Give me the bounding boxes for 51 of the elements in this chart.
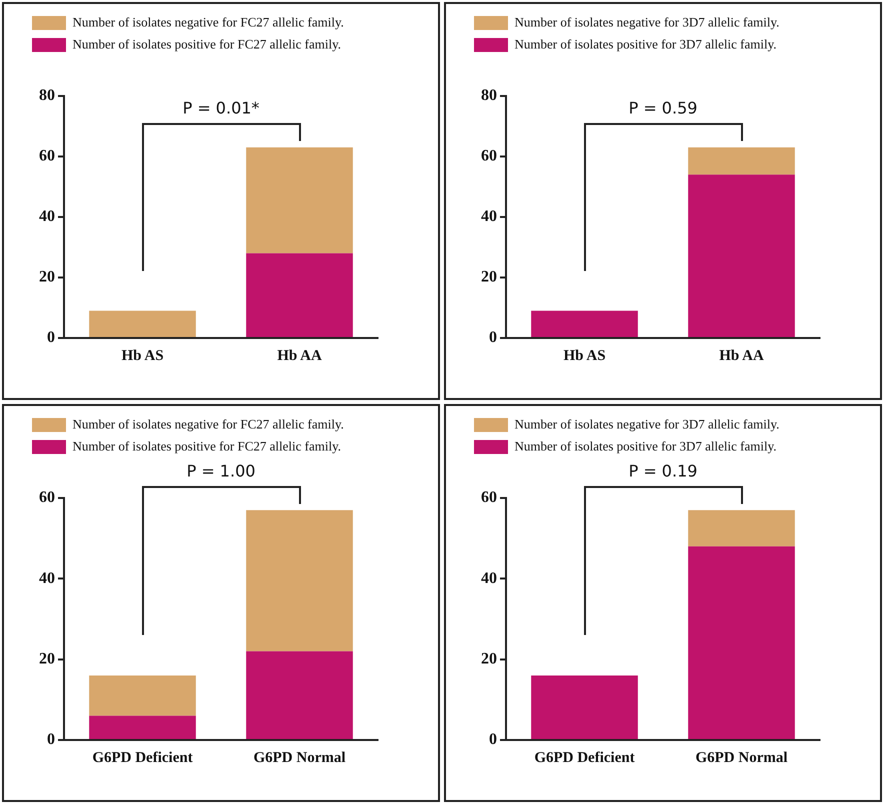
bar xyxy=(89,675,196,716)
y-tick-label: 20 xyxy=(481,268,497,286)
legend-label: Number of isolates negative for FC27 allelic family. xyxy=(72,14,344,30)
x-tick-label: G6PD Normal xyxy=(253,750,346,766)
legend-label: Number of isolates positive for FC27 allelic family. xyxy=(72,36,341,52)
y-tick-label: 20 xyxy=(481,650,497,668)
legend-label: Number of isolates negative for FC27 allelic family. xyxy=(72,416,344,432)
x-tick-label: G6PD Deficient xyxy=(534,750,635,766)
y-tick-label: 60 xyxy=(39,489,55,506)
bar xyxy=(688,510,795,546)
text: P = 1.00 xyxy=(186,461,256,480)
y-tick-label: 40 xyxy=(39,208,55,226)
bar xyxy=(246,510,353,652)
legend-label: Number of isolates positive for FC27 allelic family. xyxy=(72,438,341,454)
bar xyxy=(531,675,638,739)
y-tick-label: 40 xyxy=(39,570,55,587)
bar xyxy=(89,310,196,337)
y-tick-label: 40 xyxy=(481,570,497,587)
bar xyxy=(688,174,795,337)
y-tick-label: 40 xyxy=(481,208,497,226)
legend-label: Number of isolates negative for 3D7 allelic family. xyxy=(514,14,780,30)
y-tick-label: 0 xyxy=(47,731,55,748)
y-tick-label: 60 xyxy=(481,148,497,165)
bar xyxy=(246,253,353,337)
x-tick-label: Hb AS xyxy=(563,348,606,364)
x-tick-label: Hb AA xyxy=(277,348,322,364)
y-tick-label: 0 xyxy=(489,731,497,748)
bar xyxy=(688,546,795,739)
bar xyxy=(89,716,196,739)
y-tick-label: 0 xyxy=(489,329,497,346)
y-tick-label: 60 xyxy=(481,489,497,506)
x-tick-label: G6PD Normal xyxy=(695,750,788,766)
x-tick-label: Hb AS xyxy=(121,348,164,364)
annotation: P = 0.01* xyxy=(182,98,260,118)
text: P = 0.19 xyxy=(628,461,698,480)
annotation: P = 0.59 xyxy=(628,98,698,118)
legend-label: Number of isolates negative for 3D7 allelic family. xyxy=(514,416,780,432)
legend-label: Number of isolates positive for 3D7 allelic family. xyxy=(514,438,776,454)
bar xyxy=(531,310,638,337)
y-tick-label: 20 xyxy=(39,650,55,668)
y-tick-label: 80 xyxy=(481,87,497,104)
y-tick-label: 80 xyxy=(39,87,55,104)
x-tick-label: Hb AA xyxy=(719,348,764,364)
y-tick-label: 60 xyxy=(39,148,55,165)
x-tick-label: G6PD Deficient xyxy=(92,750,193,766)
legend-label: Number of isolates positive for 3D7 allelic family. xyxy=(514,36,776,52)
y-tick-label: 0 xyxy=(47,329,55,346)
y-tick-label: 20 xyxy=(39,268,55,286)
bar xyxy=(688,147,795,175)
bar xyxy=(246,147,353,254)
bar xyxy=(246,651,353,739)
